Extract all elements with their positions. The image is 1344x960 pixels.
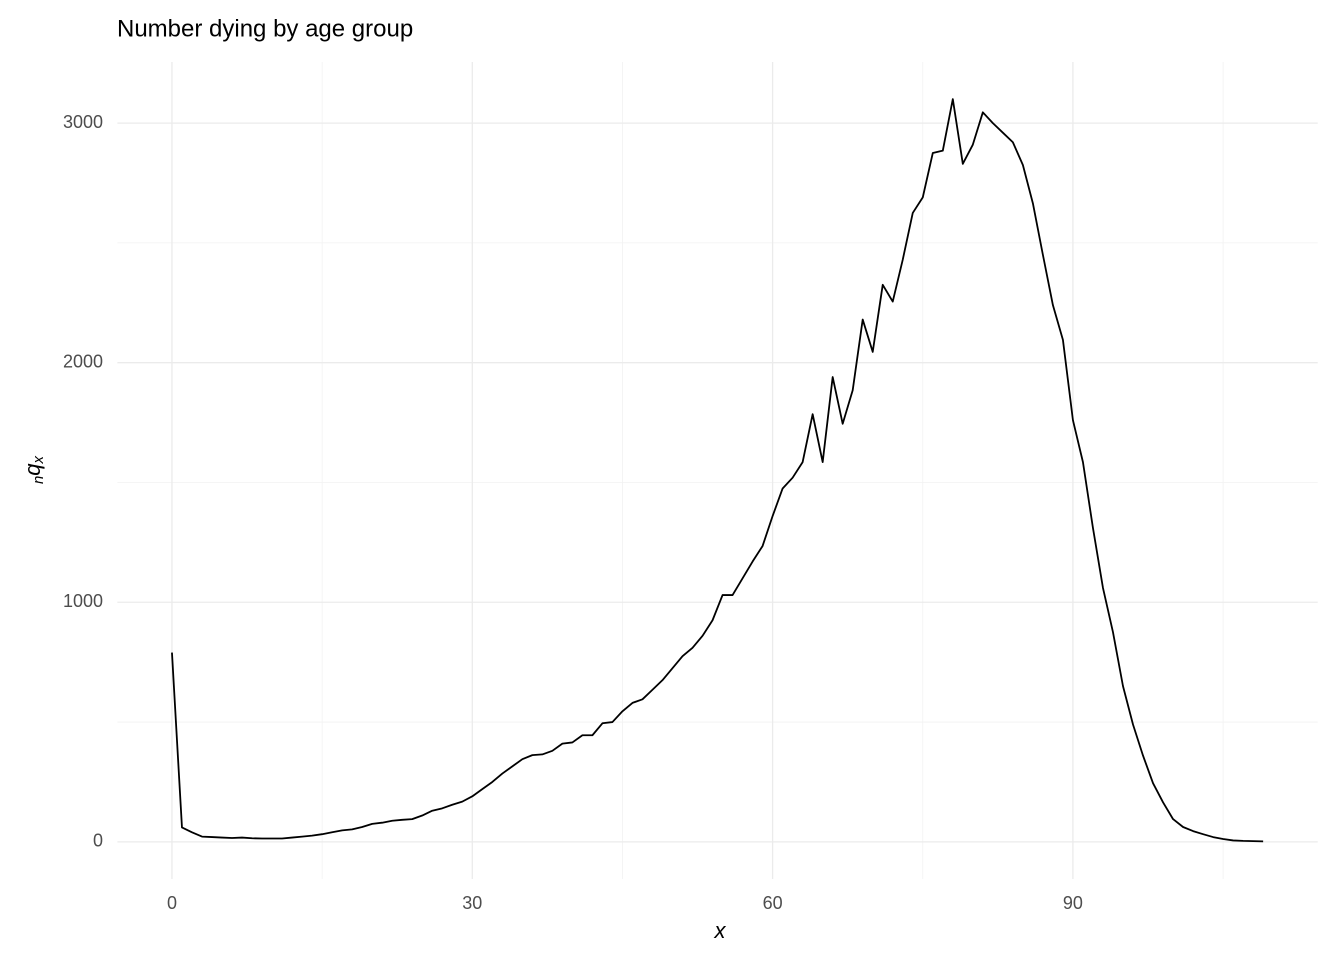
y-tick-label: 2000 bbox=[63, 351, 103, 371]
y-tick-label: 3000 bbox=[63, 112, 103, 132]
x-tick-label: 0 bbox=[167, 893, 177, 913]
x-tick-label: 30 bbox=[462, 893, 482, 913]
y-tick-label: 0 bbox=[93, 831, 103, 851]
chart-title: Number dying by age group bbox=[117, 15, 413, 42]
y-label-sub: x bbox=[30, 455, 47, 464]
y-label-prefix: n bbox=[30, 476, 47, 484]
y-label-main: q bbox=[20, 463, 45, 476]
y-tick-label: 1000 bbox=[63, 591, 103, 611]
line bbox=[171, 98, 1264, 843]
x-tick-label: 90 bbox=[1063, 893, 1083, 913]
y-axis-label: nqx bbox=[20, 455, 47, 484]
x-axis-label: x bbox=[714, 918, 727, 943]
x-tick-label: 60 bbox=[763, 893, 783, 913]
